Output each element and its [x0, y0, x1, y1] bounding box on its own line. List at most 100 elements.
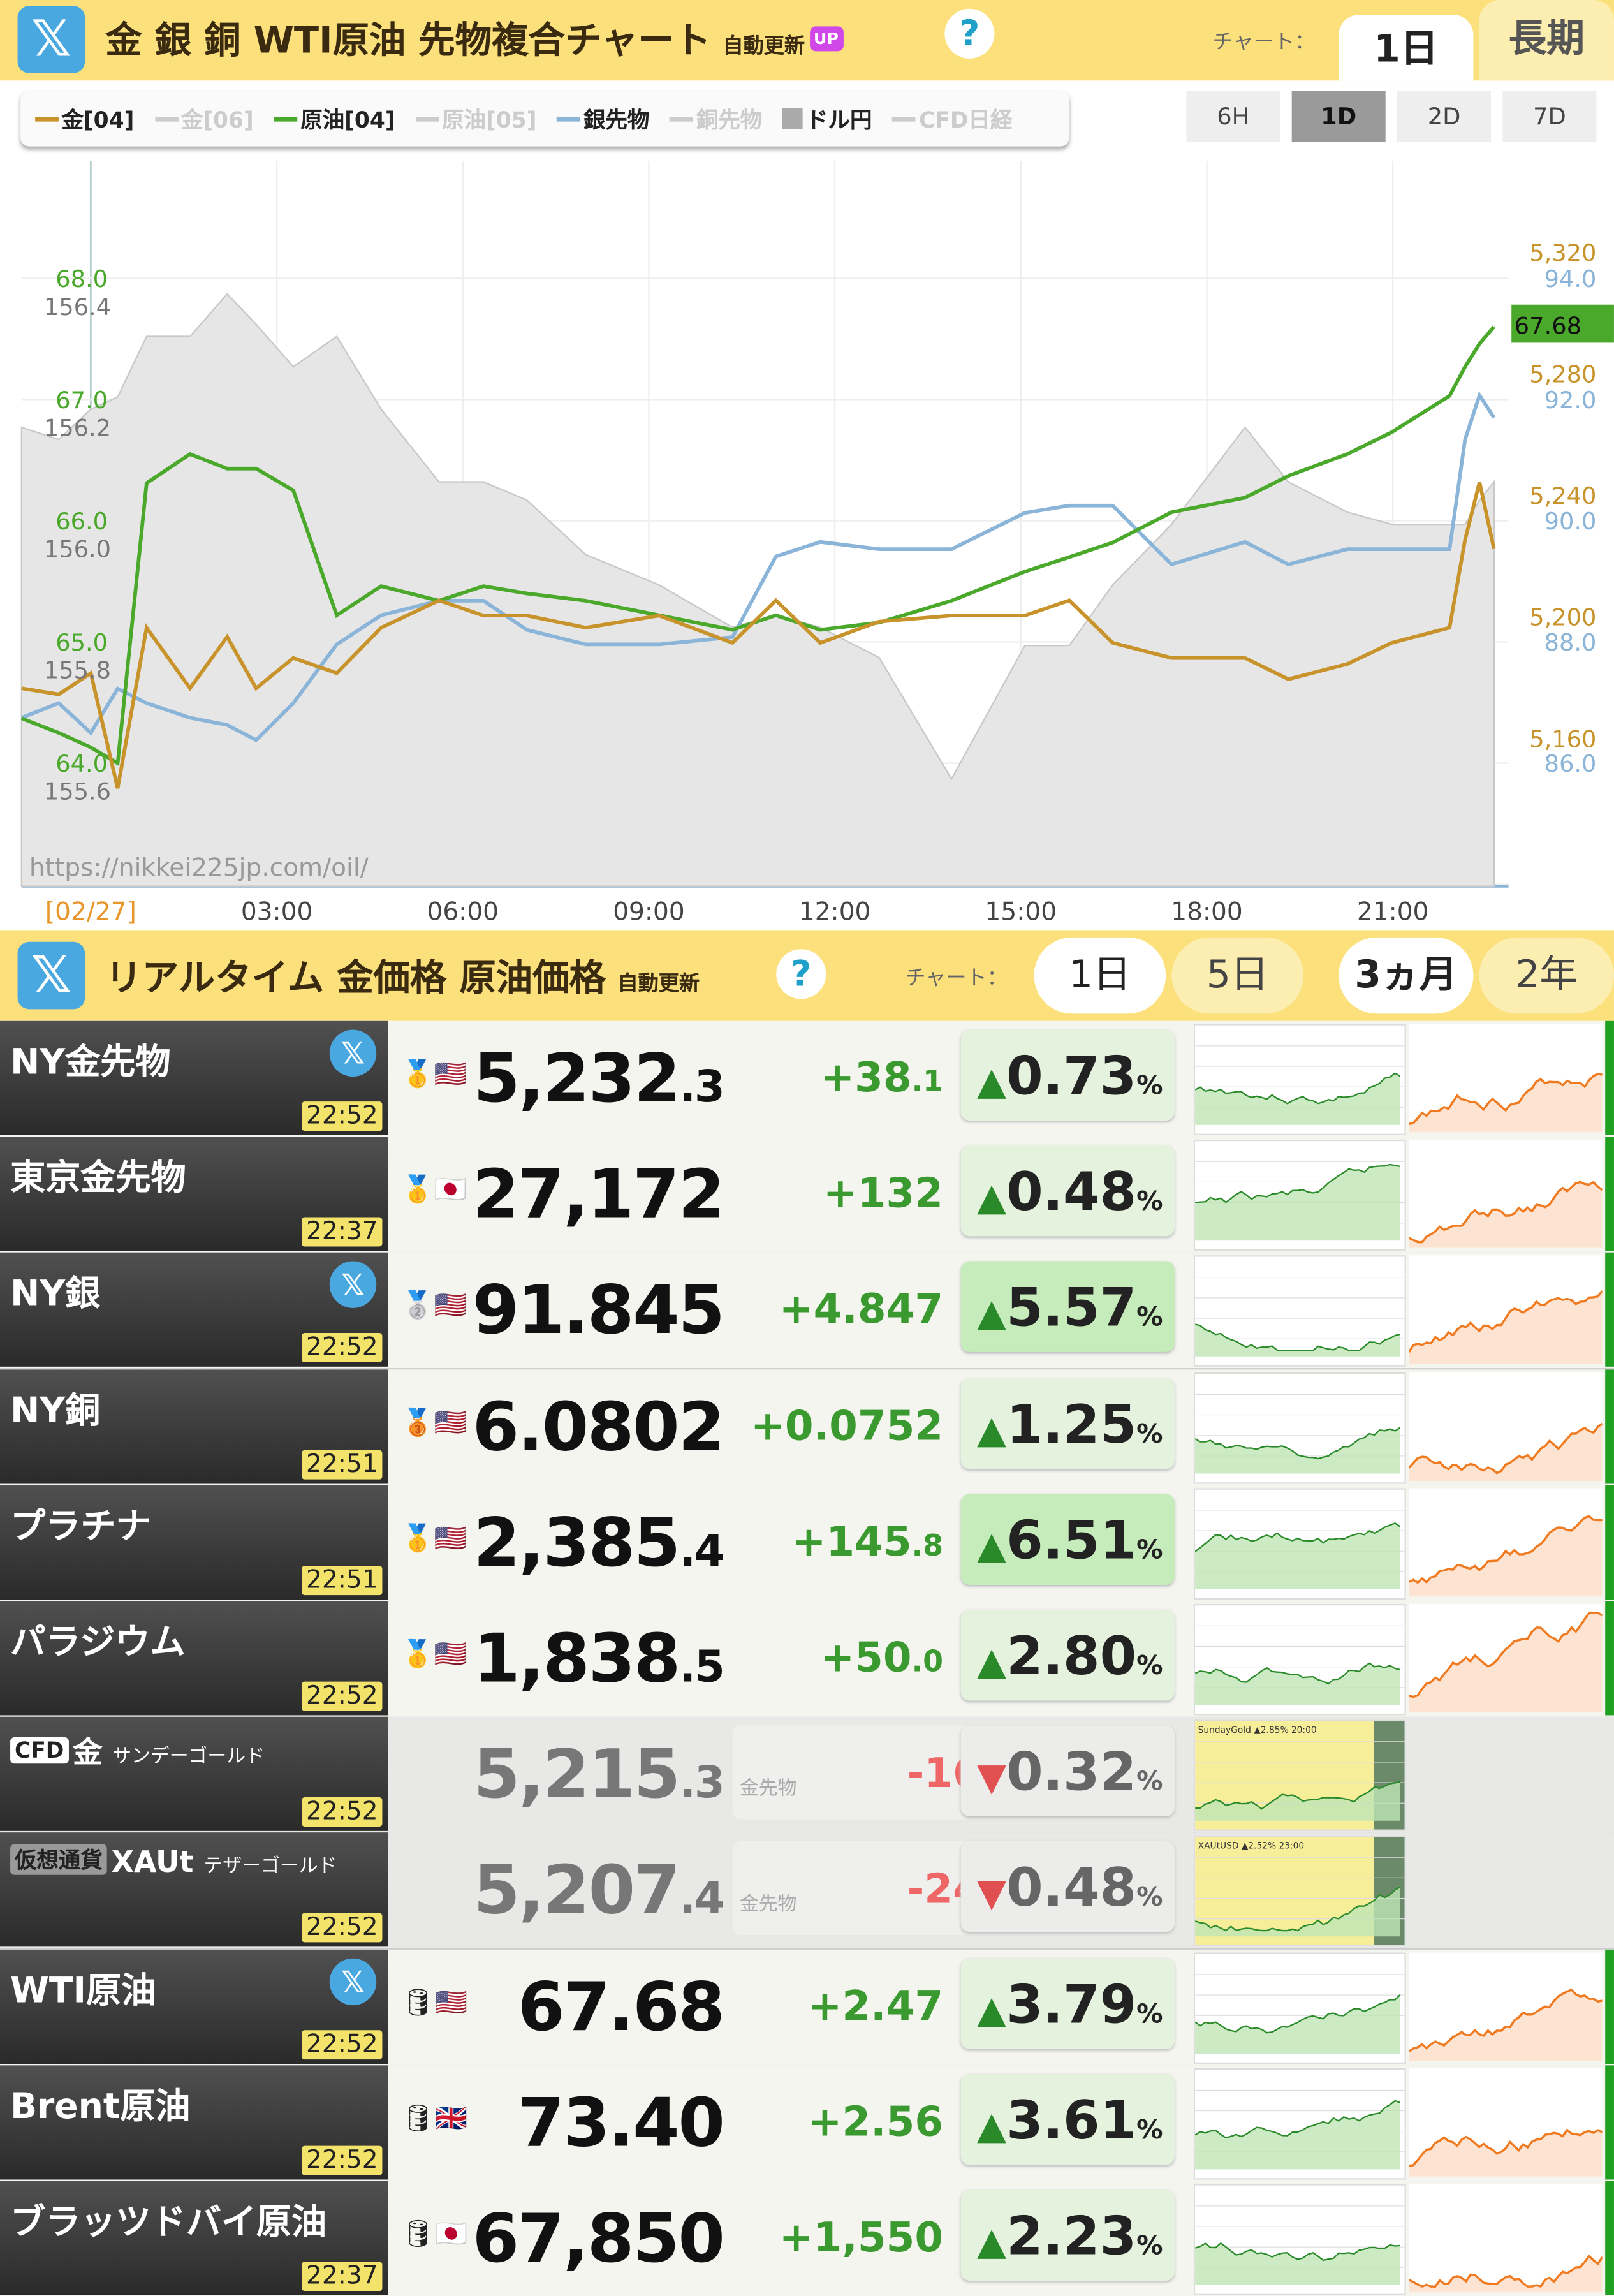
instrument-name: プラチナ — [10, 1505, 151, 1547]
change-decimal: .8 — [911, 1527, 944, 1563]
tab-1day[interactable]: 1日 — [1339, 14, 1474, 81]
legend-swatch — [274, 117, 298, 122]
intraday-sparkline[interactable] — [1193, 1372, 1406, 1483]
price-row[interactable]: NY銀 𝕏 22:52 🥈🇺🇸 91.845 +4.847 ▲5.57% — [0, 1253, 1614, 1371]
update-time: 22:51 — [302, 1449, 383, 1479]
instrument-name-cell[interactable]: NY銀 𝕏 22:52 — [0, 1253, 388, 1367]
long-term-sparkline[interactable] — [1409, 1952, 1603, 2061]
price-row[interactable]: NY銅 22:51 🥉🇺🇸 6.0802 +0.0752 ▲1.25% — [0, 1369, 1614, 1487]
futures-label: 金先物 — [739, 1894, 797, 1917]
instrument-name-cell[interactable]: Brent原油 22:52 — [0, 2064, 388, 2180]
instrument-name-cell[interactable]: NY銅 22:51 — [0, 1369, 388, 1483]
price-row[interactable]: WTI原油 𝕏 22:52 🛢🇺🇸 67.68 +2.47 ▲3.79% — [0, 1948, 1614, 2066]
tab-1day[interactable]: 1日 — [1034, 937, 1166, 1014]
change-main: +4.847 — [779, 1285, 944, 1334]
tab-5day[interactable]: 5日 — [1171, 937, 1304, 1014]
percent-change-badge: ▲3.79% — [960, 1957, 1175, 2049]
legend-item[interactable]: 銅先物 — [670, 107, 762, 133]
x-share-icon[interactable]: 𝕏 — [17, 941, 85, 1010]
tab-3month[interactable]: 3ヵ月 — [1339, 937, 1474, 1014]
price-row[interactable]: Brent原油 22:52 🛢🇬🇧 73.40 +2.56 ▲3.61% — [0, 2064, 1614, 2182]
auto-update-label: 自動更新 — [723, 35, 805, 59]
legend-label: 金[04] — [61, 107, 135, 133]
intraday-sparkline[interactable] — [1193, 1487, 1406, 1600]
intraday-sparkline[interactable]: XAUtUSD ▲2.52% 23:00 — [1193, 1836, 1406, 1948]
legend-item[interactable]: 原油[05] — [415, 107, 536, 133]
instrument-name-cell[interactable]: プラチナ 22:51 — [0, 1485, 388, 1600]
range-button-7d[interactable]: 7D — [1502, 91, 1597, 142]
long-term-sparkline[interactable] — [1409, 1487, 1603, 1596]
commodity-country-flag-icons: 🥈🇺🇸 — [401, 1291, 467, 1322]
price-row[interactable]: プラチナ 22:51 🥇🇺🇸 2,385.4 +145.8 ▲6.51% — [0, 1485, 1614, 1603]
x-share-icon[interactable]: 𝕏 — [17, 6, 85, 73]
long-term-sparkline[interactable] — [1409, 2184, 1603, 2293]
intraday-sparkline[interactable] — [1193, 1024, 1406, 1135]
intraday-sparkline[interactable] — [1193, 1256, 1406, 1367]
price-row[interactable]: 仮想通貨 XAUt テザーゴールド 22:52 金先物 5,207.4 -24 ▼0.48%… — [0, 1833, 1614, 1950]
change-value: +38.1 — [820, 1053, 943, 1101]
axis-tick-label: 5,280 — [1529, 360, 1596, 388]
axis-tick-label: 67.68 — [1515, 313, 1581, 340]
axis-tick-label: 15:00 — [985, 897, 1057, 926]
intraday-sparkline[interactable] — [1193, 1603, 1406, 1716]
x-share-icon[interactable]: 𝕏 — [329, 1262, 377, 1309]
legend-item[interactable]: 金[04] — [35, 107, 134, 133]
up-indicator-bar — [1605, 1369, 1614, 1483]
long-term-sparkline[interactable] — [1409, 2068, 1603, 2177]
long-term-sparkline[interactable] — [1409, 1256, 1603, 1365]
price-row[interactable]: 東京金先物 22:37 🥇🇯🇵 27,172 +132 ▲0.48% — [0, 1137, 1614, 1255]
instrument-name-cell[interactable]: 仮想通貨 XAUt テザーゴールド 22:52 — [0, 1833, 388, 1948]
help-icon[interactable]: ? — [944, 8, 995, 59]
price-row[interactable]: CFD 金 サンデーゴールド 22:52 金先物 5,215.3 -16 ▼0.32% Sun… — [0, 1717, 1614, 1834]
axis-tick-label: 12:00 — [799, 897, 870, 926]
range-button-6h[interactable]: 6H — [1186, 91, 1280, 142]
legend-swatch — [557, 117, 581, 122]
percent-value: 2.80 — [1006, 1627, 1137, 1688]
percent-change-badge: ▲2.23% — [960, 2189, 1175, 2281]
series-line-silver — [20, 391, 1496, 742]
axis-tick-label: 18:00 — [1171, 897, 1242, 926]
intraday-sparkline[interactable] — [1193, 2068, 1406, 2180]
instrument-name-cell[interactable]: CFD 金 サンデーゴールド 22:52 — [0, 1717, 388, 1832]
legend-item[interactable]: CFD日経 — [892, 107, 1012, 133]
instrument-name-cell[interactable]: パラジウム 22:52 — [0, 1601, 388, 1716]
range-button-1d[interactable]: 1D — [1291, 91, 1386, 142]
help-icon[interactable]: ? — [776, 949, 826, 999]
legend-item[interactable]: ドル円 — [782, 107, 872, 133]
instrument-name-cell[interactable]: WTI原油 𝕏 22:52 — [0, 1948, 388, 2064]
tab-2year[interactable]: 2年 — [1479, 937, 1614, 1014]
tab-long-term[interactable]: 長期 — [1479, 0, 1614, 81]
intraday-sparkline[interactable]: SundayGold ▲2.85% 20:00 — [1193, 1719, 1406, 1832]
up-arrow-icon: ▲ — [977, 1292, 1007, 1337]
instrument-name-cell[interactable]: 東京金先物 22:37 — [0, 1137, 388, 1251]
axis-tick-label: https://nikkei225jp.com/oil/ — [29, 853, 369, 882]
instrument-name: パラジウム — [10, 1621, 186, 1663]
axis-tick-label: 66.0 — [55, 508, 108, 535]
x-share-icon[interactable]: 𝕏 — [329, 1957, 377, 2005]
legend-swatch — [782, 108, 803, 129]
commodity-country-flag-icons: 🛢🇯🇵 — [401, 2219, 468, 2250]
range-button-2d[interactable]: 2D — [1397, 91, 1492, 142]
legend-item[interactable]: 原油[04] — [274, 107, 395, 133]
legend-item[interactable]: 銀先物 — [557, 107, 649, 133]
x-share-icon[interactable]: 𝕏 — [329, 1029, 377, 1077]
price-row[interactable]: パラジウム 22:52 🥇🇺🇸 1,838.5 +50.0 ▲2.80% — [0, 1601, 1614, 1719]
price-row[interactable]: NY金先物 𝕏 22:52 🥇🇺🇸 5,232.3 +38.1 ▲0.73% — [0, 1020, 1614, 1138]
price-value: 1,838.5 — [473, 1619, 725, 1698]
long-term-sparkline[interactable] — [1409, 1024, 1603, 1133]
legend-item[interactable]: 金[06] — [154, 107, 254, 133]
commodity-country-flag-icons: 🥇🇯🇵 — [401, 1175, 467, 1206]
axis-tick-label: 5,320 — [1529, 239, 1596, 267]
instrument-name-cell[interactable]: ブラッツドバイ原油 22:37 — [0, 2181, 388, 2295]
instrument-name-cell[interactable]: NY金先物 𝕏 22:52 — [0, 1020, 388, 1135]
intraday-sparkline[interactable] — [1193, 1952, 1406, 2064]
intraday-sparkline[interactable] — [1193, 1140, 1406, 1251]
long-term-sparkline[interactable] — [1409, 1603, 1603, 1712]
intraday-sparkline[interactable] — [1193, 2184, 1406, 2295]
up-arrow-icon: ▲ — [977, 1060, 1007, 1105]
long-term-sparkline[interactable] — [1409, 1140, 1603, 1249]
percent-value: 0.48 — [1006, 1163, 1137, 1224]
price-row[interactable]: ブラッツドバイ原油 22:37 🛢🇯🇵 67,850 +1,550 ▲2.23% — [0, 2181, 1614, 2296]
update-time: 22:37 — [302, 1217, 383, 1247]
long-term-sparkline[interactable] — [1409, 1372, 1603, 1481]
